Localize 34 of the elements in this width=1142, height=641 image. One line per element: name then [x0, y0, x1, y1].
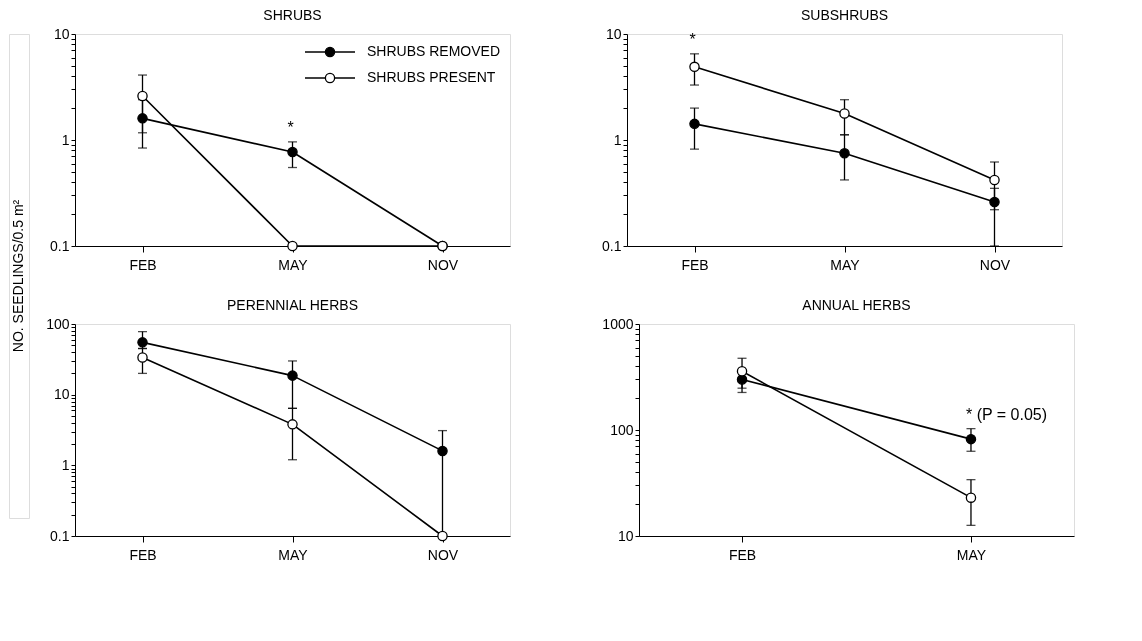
x-tick-label: MAY	[956, 546, 987, 563]
y-tick-label: 0.1	[50, 527, 70, 544]
x-tick-label: MAY	[830, 256, 861, 273]
x-tick-label: MAY	[278, 546, 309, 563]
y-tick-label: 10	[53, 25, 70, 42]
y-tick-label: 10	[53, 386, 70, 403]
y-tick-label: 100	[610, 421, 634, 438]
x-tick-label: NOV	[427, 256, 459, 273]
legend-label: SHRUBS REMOVED	[367, 43, 501, 59]
x-tick-label: FEB	[129, 256, 157, 273]
x-tick-label: NOV	[427, 546, 459, 563]
y-tick-label: 0.1	[602, 237, 622, 254]
y-tick-label: 1	[613, 131, 622, 148]
x-tick-label: NOV	[979, 256, 1011, 273]
x-tick-label: FEB	[129, 546, 157, 563]
legend-label: SHRUBS PRESENT	[367, 69, 496, 85]
annotation: * (P = 0.05)	[965, 405, 1048, 423]
chart-title: ANNUAL HERBS	[802, 297, 911, 313]
x-tick-label: FEB	[681, 256, 709, 273]
y-tick-label: 1	[61, 131, 70, 148]
y-tick-label: 10	[605, 25, 622, 42]
chart-title: SHRUBS	[263, 7, 322, 23]
annotation: *	[689, 30, 696, 48]
y-tick-label: 10	[617, 527, 634, 544]
x-tick-label: FEB	[728, 546, 757, 563]
y-tick-label: 1000	[602, 315, 634, 332]
x-tick-label: MAY	[278, 256, 309, 273]
chart-title: PERENNIAL HERBS	[227, 297, 358, 313]
y-tick-label: 100	[46, 315, 70, 332]
y-tick-label: 0.1	[50, 237, 70, 254]
y-tick-label: 1	[61, 456, 70, 473]
y-axis-title: NO. SEEDLINGS/0.5 m²	[10, 199, 26, 353]
chart-title: SUBSHRUBS	[800, 7, 889, 23]
annotation: *	[287, 118, 294, 136]
